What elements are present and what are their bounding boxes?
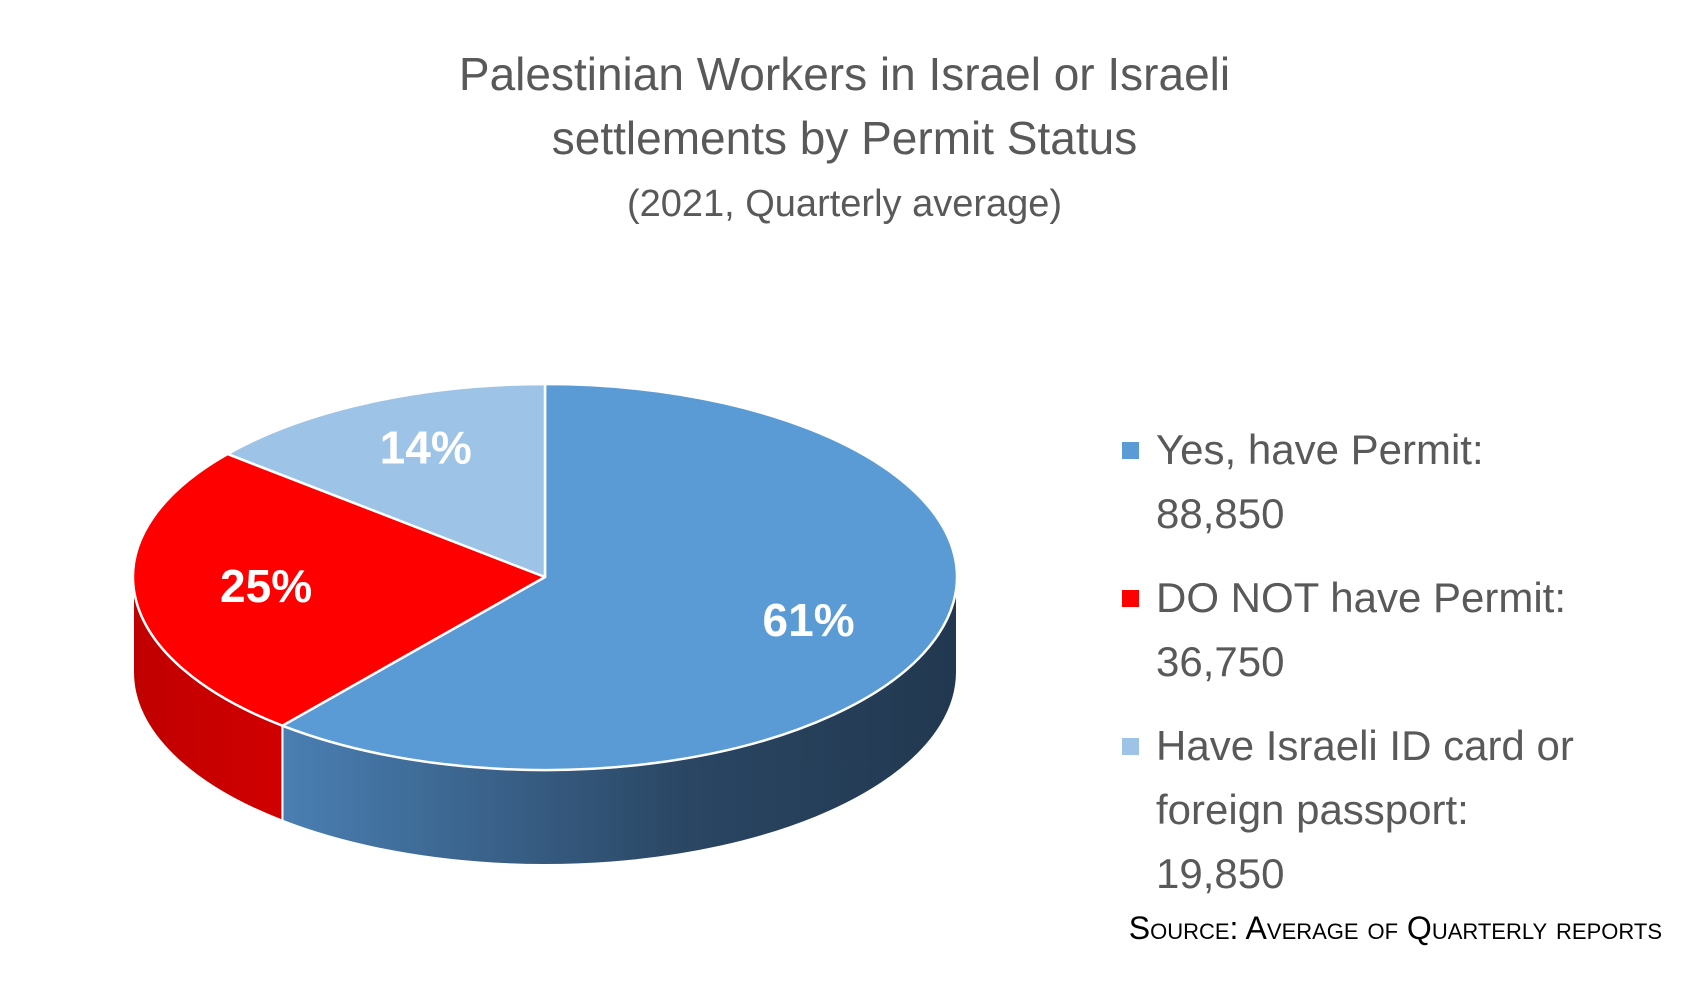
source-note: Source: Average of Quarterly reports — [1128, 910, 1662, 946]
legend-item: DO NOT have Permit: 36,750 — [1122, 566, 1592, 694]
legend-label: DO NOT have Permit: 36,750 — [1156, 574, 1566, 685]
pie-slice — [131, 452, 547, 727]
legend-item: Yes, have Permit: 88,850 — [1122, 418, 1592, 546]
legend: Yes, have Permit: 88,850 DO NOT have Perm… — [1122, 418, 1592, 906]
chart-title: Palestinian Workers in Israel or Israeli… — [458, 48, 1231, 164]
legend-swatch — [1122, 442, 1139, 459]
chart-subtitle: (2021, Quarterly average) — [626, 183, 1063, 225]
data-label: 61% — [763, 594, 855, 646]
pie-slice — [281, 382, 959, 772]
legend-label: Have Israeli ID card or foreign passport… — [1156, 722, 1574, 897]
data-label: 14% — [380, 421, 472, 473]
data-label: 25% — [220, 560, 312, 612]
legend-swatch — [1122, 738, 1139, 755]
legend-swatch — [1122, 590, 1139, 607]
pie-slice — [226, 382, 547, 579]
pie-chart: 61% 25% 14% — [131, 382, 959, 866]
legend-label: Yes, have Permit: 88,850 — [1156, 426, 1484, 537]
legend-item: Have Israeli ID card or foreign passport… — [1122, 714, 1592, 906]
title-block: Palestinian Workers in Israel or Israeli… — [0, 42, 1689, 234]
